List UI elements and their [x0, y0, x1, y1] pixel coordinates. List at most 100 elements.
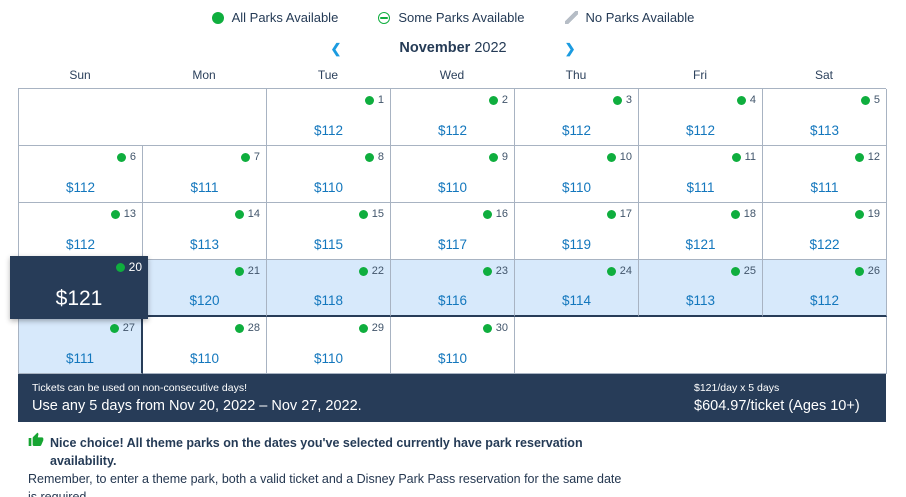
day-cell-8[interactable]: 8 $110	[267, 146, 391, 203]
all-parks-dot-icon	[612, 95, 622, 105]
all-parks-dot-icon	[364, 95, 374, 105]
day-number: 11	[744, 151, 756, 163]
all-parks-dot-icon	[606, 209, 616, 219]
day-cell-25[interactable]: 25 $113	[639, 260, 763, 317]
day-price: $110	[313, 180, 344, 195]
day-cell-7[interactable]: 7 $111	[143, 146, 267, 203]
day-cell-26[interactable]: 26 $112	[763, 260, 887, 317]
month-name: November	[399, 40, 471, 56]
day-number: 13	[123, 208, 136, 220]
legend-label: No Parks Available	[585, 10, 695, 25]
day-cell-14[interactable]: 14 $113	[143, 203, 267, 260]
dow-wed: Wed	[439, 68, 465, 82]
day-cell-17[interactable]: 17 $119	[515, 203, 639, 260]
day-cell-1[interactable]: 1 $112	[267, 89, 391, 146]
all-parks-dot-icon	[482, 266, 492, 276]
all-parks-dot-icon	[606, 266, 616, 276]
day-cell-6[interactable]: 6 $112	[19, 146, 143, 203]
day-price: $120	[189, 293, 220, 308]
summary-left: Tickets can be used on non-consecutive d…	[32, 382, 362, 414]
day-price: $113	[685, 293, 716, 308]
day-number: 19	[867, 208, 880, 220]
empty-cell-trailing	[515, 317, 887, 374]
day-number: 24	[619, 265, 632, 277]
legend-label: Some Parks Available	[398, 10, 525, 25]
availability-notice: Nice choice! All theme parks on the date…	[28, 432, 628, 497]
day-cell-28[interactable]: 28 $110	[143, 317, 267, 374]
all-parks-dot-icon	[116, 152, 126, 162]
all-parks-dot-icon	[234, 323, 244, 333]
all-parks-dot-icon	[606, 152, 616, 162]
day-price: $112	[437, 123, 468, 138]
all-parks-dot-icon	[854, 266, 864, 276]
day-price: $118	[313, 293, 344, 308]
day-cell-4[interactable]: 4 $112	[639, 89, 763, 146]
month-navigation: ❮ November 2022 ❯	[0, 38, 906, 58]
day-cell-21[interactable]: 21 $120	[143, 260, 267, 317]
day-cell-3[interactable]: 3 $112	[515, 89, 639, 146]
day-cell-16[interactable]: 16 $117	[391, 203, 515, 260]
day-cell-22[interactable]: 22 $118	[267, 260, 391, 317]
day-number: 26	[867, 265, 880, 277]
year: 2022	[474, 40, 507, 56]
day-price: $111	[65, 351, 95, 366]
day-number: 27	[122, 322, 135, 334]
usage-dates: Use any 5 days from Nov 20, 2022 – Nov 2…	[32, 398, 362, 414]
day-cell-13[interactable]: 13 $112	[19, 203, 143, 260]
dow-mon: Mon	[192, 68, 216, 82]
day-cell-23[interactable]: 23 $116	[391, 260, 515, 317]
day-cell-11[interactable]: 11 $111	[639, 146, 763, 203]
day-cell-19[interactable]: 19 $122	[763, 203, 887, 260]
all-parks-dot-icon	[364, 152, 374, 162]
empty-cell-leading	[19, 89, 267, 146]
all-parks-dot-icon	[482, 209, 492, 219]
day-cell-2[interactable]: 2 $112	[391, 89, 515, 146]
all-parks-dot-icon	[110, 209, 120, 219]
selected-day-card[interactable]: 20 $121	[10, 256, 148, 319]
day-cell-29[interactable]: 29 $110	[267, 317, 391, 374]
day-number: 29	[371, 322, 384, 334]
next-month-button[interactable]: ❯	[561, 42, 580, 55]
legend-item-all-parks: All Parks Available	[211, 10, 338, 25]
day-price: $111	[190, 180, 219, 195]
all-parks-dot-icon	[488, 95, 498, 105]
chevron-right-icon: ❯	[564, 40, 576, 56]
day-cell-9[interactable]: 9 $110	[391, 146, 515, 203]
day-cell-5[interactable]: 5 $113	[763, 89, 887, 146]
prev-month-button[interactable]: ❮	[326, 42, 345, 55]
day-price: $116	[437, 293, 468, 308]
month-title: November 2022	[399, 40, 506, 56]
day-price: $110	[313, 351, 344, 366]
non-consecutive-note: Tickets can be used on non-consecutive d…	[32, 382, 247, 394]
all-parks-dot-icon	[240, 152, 250, 162]
day-number: 3	[625, 94, 632, 106]
ticket-summary-bar: Tickets can be used on non-consecutive d…	[18, 374, 886, 422]
day-number: 22	[371, 265, 384, 277]
day-price: $114	[561, 293, 592, 308]
day-number: 14	[247, 208, 260, 220]
day-cell-27[interactable]: 27 $111	[19, 317, 143, 374]
day-cell-30[interactable]: 30 $110	[391, 317, 515, 374]
day-cell-18[interactable]: 18 $121	[639, 203, 763, 260]
all-parks-dot-icon	[358, 266, 368, 276]
day-number: 12	[867, 151, 880, 163]
day-cell-12[interactable]: 12 $111	[763, 146, 887, 203]
all-parks-dot-icon	[730, 266, 740, 276]
day-price: $110	[437, 180, 468, 195]
ticket-total-price: $604.97/ticket (Ages 10+)	[694, 398, 860, 414]
dow-thu: Thu	[565, 68, 587, 82]
all-parks-dot-icon	[234, 209, 244, 219]
some-parks-available-icon	[378, 11, 391, 24]
day-price: $111	[686, 180, 715, 195]
day-cell-15[interactable]: 15 $115	[267, 203, 391, 260]
all-parks-dot-icon	[731, 152, 741, 162]
day-cell-10[interactable]: 10 $110	[515, 146, 639, 203]
day-number: 17	[619, 208, 632, 220]
day-of-week-header: Sun Mon Tue Wed Thu Fri Sat	[18, 68, 886, 86]
all-parks-dot-icon	[358, 323, 368, 333]
day-cell-24[interactable]: 24 $114	[515, 260, 639, 317]
day-number: 30	[495, 322, 508, 334]
day-number: 21	[247, 265, 260, 277]
day-number: 1	[377, 94, 384, 106]
